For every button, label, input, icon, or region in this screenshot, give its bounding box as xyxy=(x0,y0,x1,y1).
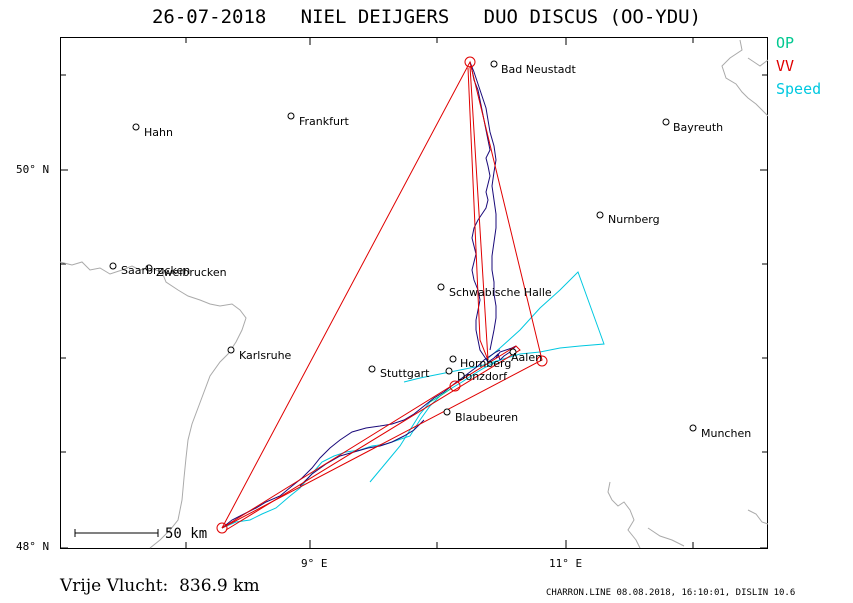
op-lines xyxy=(429,387,453,403)
city-labels: Bad Neustadt Frankfurt Hahn Bayreuth Nur… xyxy=(121,63,751,440)
city-label-bayreuth: Bayreuth xyxy=(673,121,723,134)
scale-bar xyxy=(74,529,159,537)
legend-vv: VV xyxy=(776,57,795,75)
lat-label-48: 48° N xyxy=(16,540,50,553)
city-markers xyxy=(109,60,697,432)
city-marker-bad-neustadt xyxy=(490,60,498,68)
distance-label: Vrije Vlucht: 836.9 km xyxy=(60,576,260,596)
city-label-hahn: Hahn xyxy=(144,126,173,139)
lon-label-9: 9° E xyxy=(301,557,328,570)
lon-label-11: 11° E xyxy=(549,557,583,570)
city-marker-munchen xyxy=(689,424,697,432)
axis-ticks xyxy=(60,37,768,549)
city-marker-aalen xyxy=(509,348,517,356)
city-marker-donzdorf xyxy=(445,367,453,375)
city-marker-blaubeuren xyxy=(443,408,451,416)
flight-title: 26-07-2018 NIEL DEIJGERS DUO DISCUS (OO-… xyxy=(151,6,702,28)
turnpoint-bad-neustadt xyxy=(464,56,476,68)
turnpoints xyxy=(216,56,548,534)
turnpoint-aalen xyxy=(536,355,548,367)
city-label-zweibrucken: Zweibrucken xyxy=(156,266,227,279)
turnpoint-start xyxy=(216,522,228,534)
city-label-stuttgart: Stuttgart xyxy=(380,367,430,380)
city-label-frankfurt: Frankfurt xyxy=(299,115,349,128)
country-borders xyxy=(59,39,769,549)
city-marker-schwabische-halle xyxy=(437,283,445,291)
turnpoint-donzdorf xyxy=(449,380,461,392)
city-label-bad-neustadt: Bad Neustadt xyxy=(501,63,577,76)
city-label-saarbrucken: Saarbrucken xyxy=(121,264,190,277)
city-marker-frankfurt xyxy=(287,112,295,120)
city-marker-stuttgart xyxy=(368,365,376,373)
city-marker-saarbrucken xyxy=(109,262,117,270)
city-label-donzdorf: Donzdorf xyxy=(457,370,508,383)
scale-bar-label: 50 km xyxy=(165,526,207,542)
city-marker-hornberg xyxy=(449,355,457,363)
speed-track xyxy=(221,271,605,529)
legend-speed: Speed xyxy=(776,80,822,98)
lat-label-50: 50° N xyxy=(16,163,50,176)
city-label-schwabische-halle: Schwabische Halle xyxy=(449,286,552,299)
city-label-hornberg: Hornberg xyxy=(460,357,511,370)
city-label-blaubeuren: Blaubeuren xyxy=(455,411,518,424)
city-label-karlsruhe: Karlsruhe xyxy=(239,349,292,362)
city-label-nurnberg: Nurnberg xyxy=(608,213,660,226)
city-label-munchen: Munchen xyxy=(701,427,751,440)
city-marker-hahn xyxy=(132,123,140,131)
map-frame xyxy=(60,37,768,549)
city-marker-zweibrucken xyxy=(145,264,153,272)
city-label-aalen: Aalen xyxy=(511,351,542,364)
city-marker-karlsruhe xyxy=(227,346,235,354)
task-lines xyxy=(221,60,543,531)
city-marker-bayreuth xyxy=(662,118,670,126)
credits-label: CHARRON.LINE 08.08.2018, 16:10:01, DISLI… xyxy=(546,588,796,598)
city-marker-nurnberg xyxy=(596,211,604,219)
legend-op: OP xyxy=(776,34,795,52)
